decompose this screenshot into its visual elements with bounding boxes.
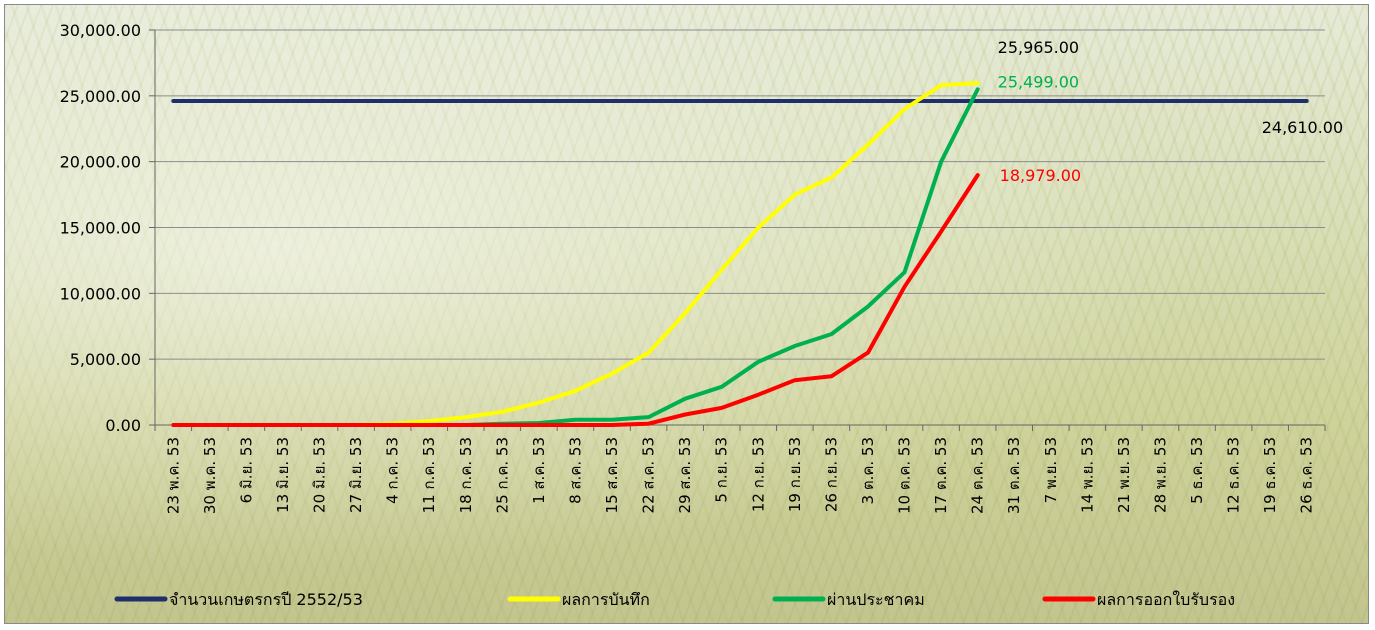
series-line-3 — [171, 173, 980, 427]
series-lines — [171, 81, 1309, 427]
x-tick-label: 11 ก.ค. 53 — [420, 437, 438, 513]
y-tick-label: 0.00 — [105, 416, 141, 435]
x-tick-label: 8 ส.ค. 53 — [566, 437, 584, 504]
legend: จำนวนเกษตรกรปี 2552/53 ผลการบันทึก ผ่านประ… — [114, 590, 1235, 609]
x-tick-label: 13 มิ.ย. 53 — [274, 437, 292, 513]
legend-label-2: ผ่านประชาคม — [827, 590, 925, 609]
x-tick-label: 7 พ.ย. 53 — [1042, 437, 1060, 503]
axes — [149, 29, 1326, 431]
x-tick-label: 23 พ.ค. 53 — [164, 437, 182, 514]
data-label-series-0: 24,610.00 — [1262, 118, 1343, 137]
x-tick-label: 27 มิ.ย. 53 — [347, 437, 365, 513]
data-labels: 24,610.00 25,965.00 25,499.00 18,979.00 — [998, 38, 1344, 185]
x-axis-ticks: 23 พ.ค. 53 30 พ.ค. 53 6 มิ.ย. 53 13 มิ.ย. 5… — [164, 437, 1315, 514]
x-tick-label: 15 ส.ค. 53 — [603, 437, 621, 513]
x-tick-label: 1 ส.ค. 53 — [530, 437, 548, 504]
y-tick-label: 10,000.00 — [60, 284, 141, 303]
grid-lines — [155, 29, 1325, 426]
x-tick-label: 20 มิ.ย. 53 — [311, 437, 329, 513]
x-tick-label: 26 ก.ย. 53 — [822, 437, 840, 512]
x-tick-label: 24 ต.ค. 53 — [969, 437, 987, 514]
y-tick-label: 25,000.00 — [60, 87, 141, 106]
x-tick-label: 22 ส.ค. 53 — [640, 437, 658, 513]
x-tick-label: 29 ส.ค. 53 — [676, 437, 694, 513]
series-line-1 — [171, 81, 980, 427]
x-tick-label: 26 ธ.ค. 53 — [1298, 437, 1316, 513]
chart-frame: 0.00 5,000.00 10,000.00 15,000.00 20,000.00 2… — [4, 4, 1369, 624]
x-tick-label: 30 พ.ค. 53 — [201, 437, 219, 514]
x-tick-label: 12 ก.ย. 53 — [749, 437, 767, 512]
x-tick-label: 3 ต.ค. 53 — [859, 437, 877, 504]
legend-label-3: ผลการออกใบรับรอง — [1097, 590, 1235, 609]
legend-label-1: ผลการบันทึก — [562, 590, 650, 609]
data-label-series-2: 25,499.00 — [998, 72, 1079, 91]
x-tick-label: 28 พ.ย. 53 — [1151, 437, 1169, 513]
y-axis-ticks: 0.00 5,000.00 10,000.00 15,000.00 20,000.00 2… — [60, 21, 141, 435]
series-line-2 — [171, 87, 980, 427]
x-tick-label: 25 ก.ค. 53 — [493, 437, 511, 513]
x-tick-label: 21 พ.ย. 53 — [1115, 437, 1133, 513]
x-tick-label: 6 มิ.ย. 53 — [237, 437, 255, 503]
y-tick-label: 15,000.00 — [60, 219, 141, 238]
data-label-series-3: 18,979.00 — [1000, 166, 1081, 185]
data-label-series-1: 25,965.00 — [998, 38, 1079, 57]
legend-label-0: จำนวนเกษตรกรปี 2552/53 — [169, 590, 363, 609]
line-chart: 0.00 5,000.00 10,000.00 15,000.00 20,000.00 2… — [60, 21, 1344, 609]
y-tick-label: 5,000.00 — [70, 350, 141, 369]
x-tick-label: 19 ธ.ค. 53 — [1261, 437, 1279, 513]
x-tick-label: 18 ก.ค. 53 — [457, 437, 475, 513]
x-tick-label: 5 ก.ย. 53 — [713, 437, 731, 503]
y-tick-label: 30,000.00 — [60, 21, 141, 40]
x-tick-label: 17 ต.ค. 53 — [932, 437, 950, 514]
x-tick-label: 31 ต.ค. 53 — [1005, 437, 1023, 514]
x-tick-label: 5 ธ.ค. 53 — [1188, 437, 1206, 504]
x-tick-label: 14 พ.ย. 53 — [1078, 437, 1096, 513]
x-tick-label: 19 ก.ย. 53 — [786, 437, 804, 512]
y-tick-label: 20,000.00 — [60, 153, 141, 172]
x-tick-label: 4 ก.ค. 53 — [384, 437, 402, 504]
x-tick-label: 10 ต.ค. 53 — [896, 437, 914, 514]
x-tick-label: 12 ธ.ค. 53 — [1225, 437, 1243, 513]
